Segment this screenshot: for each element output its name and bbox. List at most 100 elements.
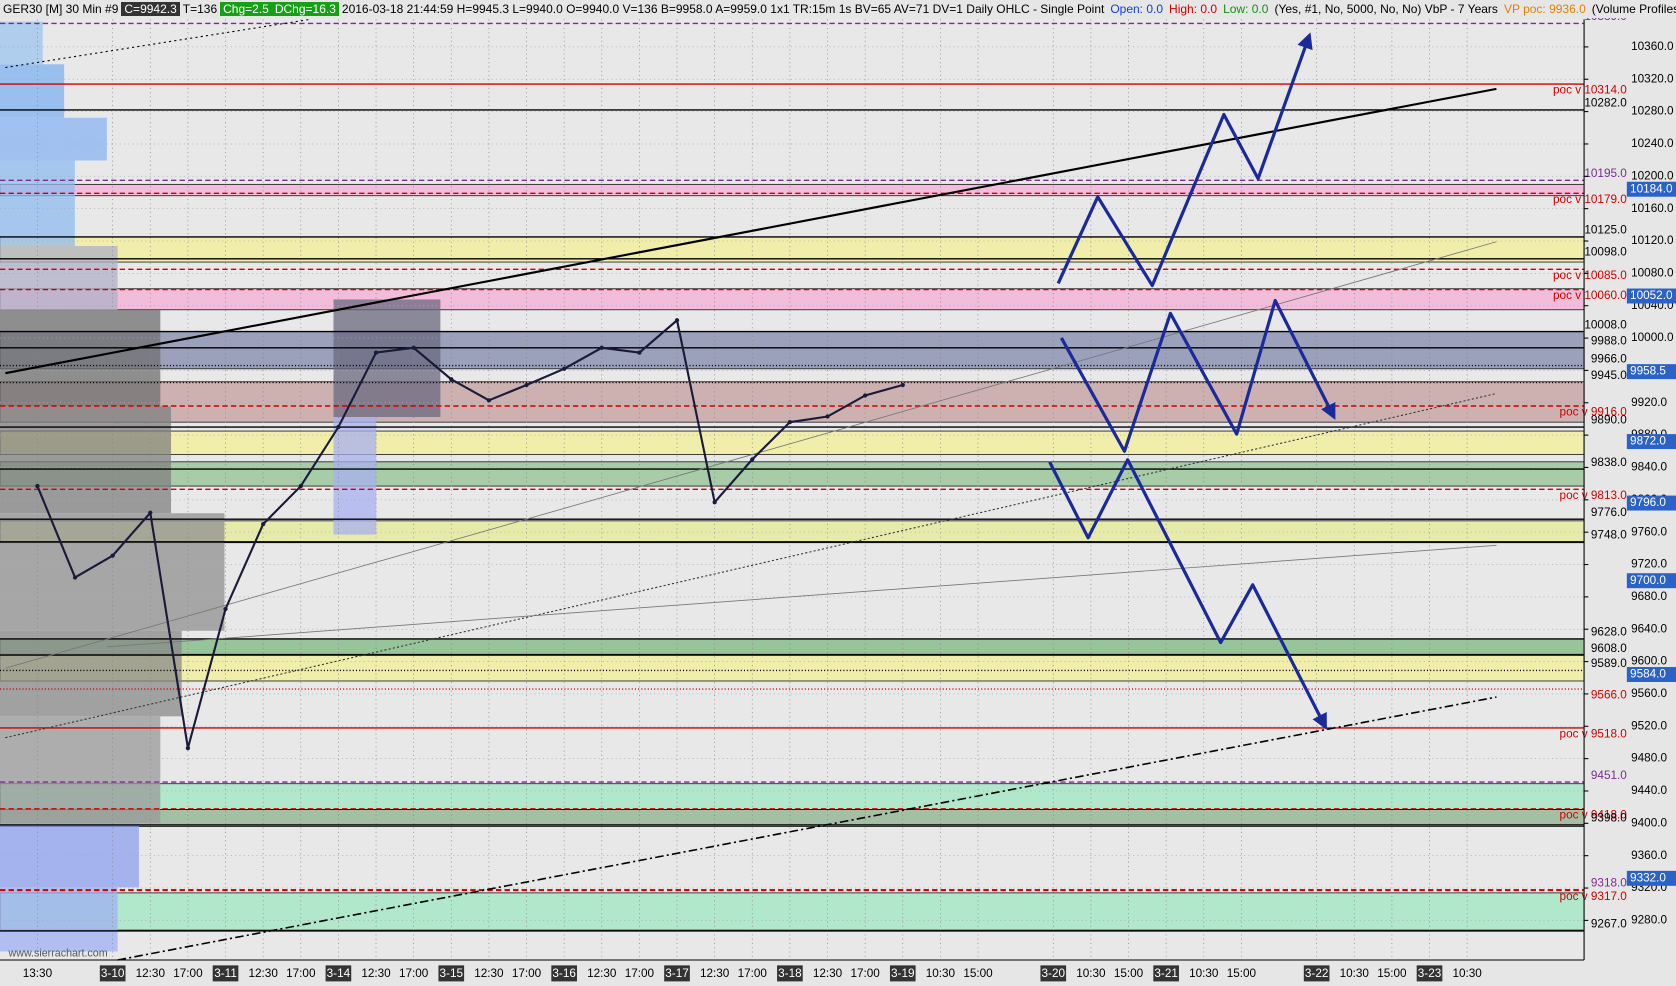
level-label: 10195.0	[1584, 167, 1627, 180]
level-label: 9890.0	[1591, 414, 1627, 427]
price-box	[1626, 288, 1676, 304]
price-point	[787, 420, 793, 425]
y-tick-label: 9280.0	[1631, 913, 1667, 926]
x-tick-label: 12:30	[700, 967, 730, 980]
date-box	[1040, 965, 1067, 982]
level-label: 10008.0	[1584, 318, 1627, 331]
header-segment: GER30 [M] 30 Min #9	[0, 2, 122, 16]
x-tick-label: 15:00	[963, 967, 993, 980]
y-tick-label: 9480.0	[1631, 752, 1667, 765]
price-point	[411, 345, 416, 350]
price-box-label: 9796.0	[1630, 496, 1666, 509]
y-tick-label: 10120.0	[1631, 234, 1674, 247]
y-tick-label: 9600.0	[1631, 655, 1667, 668]
price-point	[373, 350, 379, 355]
date-box	[551, 965, 577, 982]
x-tick-label: 12:30	[587, 967, 617, 980]
price-point	[223, 606, 228, 612]
price-box-label: 10184.0	[1630, 182, 1673, 195]
date-box	[99, 965, 126, 982]
level-label: 9589.0	[1591, 657, 1627, 670]
price-box	[1626, 364, 1676, 380]
y-tick-label: 9680.0	[1631, 590, 1667, 603]
price-point	[863, 393, 868, 398]
watermark: www.sierrachart.com	[8, 947, 108, 959]
x-tick-label: 15:00	[1114, 967, 1144, 980]
level-label: poc v 10179.0	[1553, 193, 1627, 206]
level-label: 9988.0	[1591, 334, 1627, 347]
scenario-arrows	[1048, 32, 1336, 730]
x-tick-label: 10:30	[926, 967, 956, 980]
price-point	[637, 350, 642, 355]
header-segment: DChg=16.3	[271, 2, 339, 16]
y-tick-label: 9440.0	[1631, 784, 1667, 797]
date-box	[438, 965, 465, 982]
price-point	[900, 382, 905, 388]
level-label: poc v 10085.0	[1553, 269, 1627, 282]
y-tick-label: 10080.0	[1631, 266, 1674, 279]
y-tick-label: 9520.0	[1631, 719, 1667, 732]
level-label: poc v 9317.0	[1560, 890, 1628, 903]
header-segment: (Yes, #1, No, 5000, No, No) VbP - 7 Year…	[1271, 2, 1501, 16]
y-tick-label: 10200.0	[1631, 169, 1674, 182]
x-tick-label: 3-11	[214, 967, 237, 980]
date-box	[1303, 965, 1330, 982]
level-label: 9776.0	[1591, 506, 1627, 519]
price-box	[1626, 181, 1676, 197]
x-tick-label: 17:00	[625, 967, 655, 980]
price-box	[1626, 870, 1676, 886]
level-label: 9267.0	[1591, 918, 1627, 931]
level-label: 9838.0	[1591, 456, 1627, 469]
x-tick-label: 12:30	[361, 967, 391, 980]
y-tick-label: 9720.0	[1631, 558, 1667, 571]
price-point	[336, 424, 341, 430]
header-segment: (Volume Profiles, 0,	[1588, 2, 1676, 16]
x-tick-label: 15:00	[1377, 967, 1407, 980]
x-tick-label: 3-19	[891, 967, 915, 980]
x-tick-label: 3-16	[552, 967, 576, 980]
x-tick-label: 10:30	[1452, 967, 1482, 980]
header-segment: T=136	[179, 2, 221, 16]
price-point	[750, 457, 755, 462]
x-tick-label: 12:30	[136, 967, 166, 980]
level-label: 10282.0	[1584, 97, 1627, 110]
x-tick-label: 17:00	[399, 967, 429, 980]
price-point	[486, 398, 492, 403]
price-box	[1626, 434, 1676, 450]
level-label: 9748.0	[1591, 529, 1627, 542]
date-box	[325, 965, 352, 982]
x-tick-label: 3-10	[101, 967, 125, 980]
price-zone	[0, 520, 1585, 544]
price-box	[1626, 573, 1676, 589]
date-box	[1153, 965, 1179, 982]
price-point	[825, 414, 830, 419]
price-box-label: 9958.5	[1630, 365, 1666, 378]
date-box	[777, 965, 803, 982]
x-tick-label: 3-17	[665, 967, 689, 980]
trend-lines	[5, 18, 1497, 961]
price-box	[1626, 495, 1676, 511]
header-segment: 2016-03-18 21:44:59 H=9945.3 L=9940.0 O=…	[338, 2, 1108, 16]
header-segment: Chg=2.5	[220, 2, 272, 16]
y-tick-label: 9840.0	[1631, 461, 1667, 474]
price-point	[185, 745, 191, 751]
x-tick-label: 15:00	[1227, 967, 1257, 980]
y-tick-label: 10360.0	[1631, 40, 1674, 53]
price-point	[72, 575, 78, 580]
price-zone	[0, 654, 1585, 682]
x-tick-label: 3-15	[440, 967, 464, 980]
level-label: 9451.0	[1591, 769, 1627, 782]
price-box	[1626, 667, 1676, 682]
y-tick-label: 10160.0	[1631, 202, 1674, 215]
y-tick-label: 10280.0	[1631, 105, 1674, 118]
x-tick-label: 3-21	[1154, 967, 1178, 980]
header-segment: High: 0.0	[1166, 2, 1221, 16]
x-tick-label: 12:30	[813, 967, 843, 980]
y-tick-label: 10000.0	[1631, 331, 1674, 344]
price-point	[261, 521, 266, 527]
x-tick-label: 3-18	[778, 967, 802, 980]
level-label: poc v 10060.0	[1553, 289, 1627, 302]
y-tick-label: 10240.0	[1631, 137, 1674, 150]
price-point	[712, 500, 717, 505]
